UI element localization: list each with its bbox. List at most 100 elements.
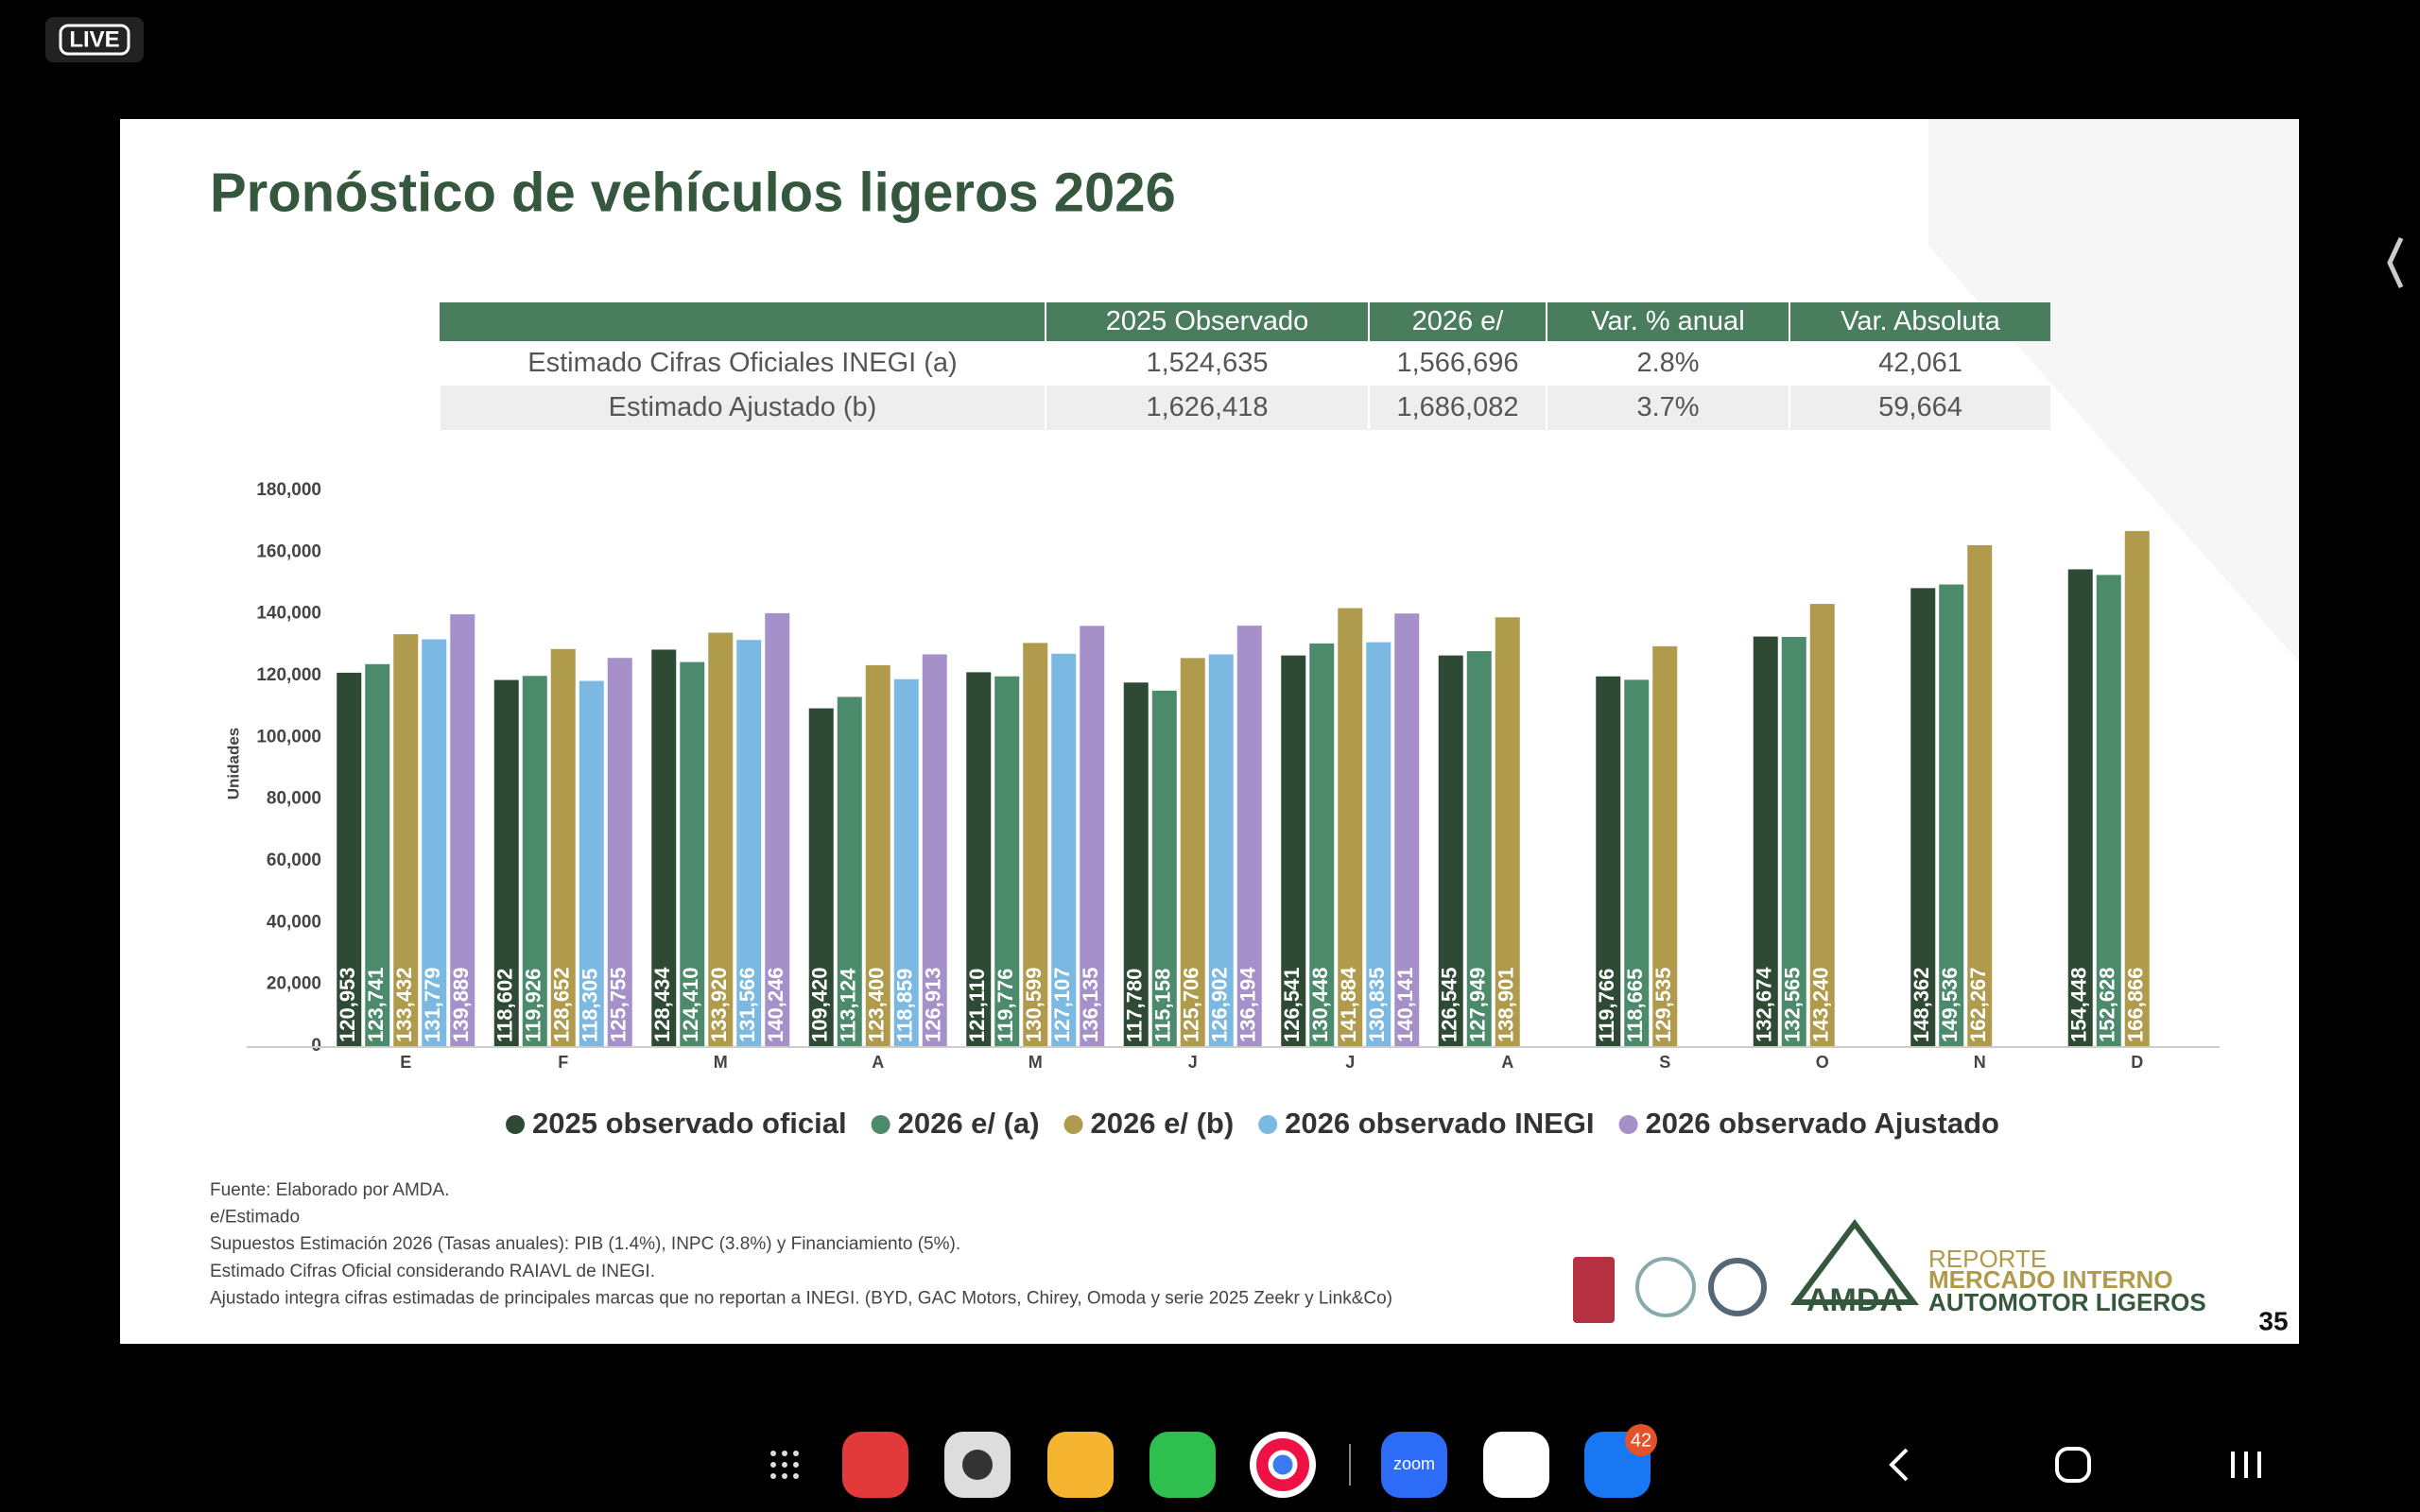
- legend-swatch: [1618, 1115, 1638, 1134]
- bar: [2067, 569, 2093, 1046]
- footnote: Estimado Cifras Oficial considerando RAI…: [210, 1262, 655, 1281]
- notification-badge: [1625, 1424, 1657, 1456]
- table-cell: 1,566,696: [1368, 341, 1547, 386]
- legend-label: 2026 observado INEGI: [1285, 1107, 1594, 1140]
- taskbar: zoom 42: [770, 1424, 2261, 1498]
- legend-swatch: [1258, 1115, 1278, 1134]
- y-tick-label: 60,000: [267, 850, 321, 870]
- x-tick-label: J: [1345, 1053, 1355, 1072]
- value-label: 117,780: [1123, 969, 1147, 1042]
- bar: [2124, 530, 2150, 1046]
- value-label: 143,240: [1809, 967, 1833, 1042]
- badge-logo: [1573, 1257, 1615, 1323]
- page-number: 35: [2258, 1306, 2288, 1335]
- value-label: 138,901: [1495, 967, 1518, 1042]
- notification-count: 42: [1631, 1430, 1651, 1451]
- nav-recents[interactable]: [2231, 1452, 2261, 1478]
- value-label: 127,949: [1466, 967, 1490, 1042]
- y-axis-label: Unidades: [224, 728, 242, 800]
- bar: [1652, 645, 1678, 1046]
- side-panel-handle[interactable]: [2387, 236, 2404, 289]
- zoom-app[interactable]: [1381, 1432, 1447, 1498]
- value-label: 119,926: [522, 969, 545, 1042]
- table-cell: Estimado Ajustado (b): [439, 386, 1046, 430]
- whatsapp-app[interactable]: [1150, 1432, 1216, 1498]
- value-label: 118,305: [579, 969, 602, 1042]
- bar: [1753, 636, 1778, 1046]
- header-cell: [440, 302, 1046, 341]
- value-label: 126,913: [922, 967, 945, 1042]
- summary-table: 2025 Observado 2026 e/Var. % anual Var. Ab…: [439, 302, 2050, 430]
- value-label: 115,158: [1151, 969, 1175, 1042]
- value-label: 126,545: [1438, 967, 1461, 1042]
- slide-title: Pronóstico de vehículos ligeros 2026: [210, 162, 1176, 223]
- bar: [2096, 575, 2121, 1046]
- bar: [922, 654, 947, 1046]
- header-cell: Var. % anual: [1546, 302, 1789, 341]
- value-label: 126,902: [1208, 967, 1232, 1042]
- logo-line: REPORTE: [1928, 1245, 2047, 1273]
- apps-grid[interactable]: [770, 1451, 799, 1479]
- value-label: 123,741: [364, 967, 388, 1042]
- value-label: 132,674: [1753, 967, 1776, 1042]
- table-cell: 1,686,082: [1368, 386, 1547, 430]
- table-row: Estimado Cifras Oficiales INEGI (a) 1,524…: [439, 341, 2050, 386]
- bar: [1151, 690, 1177, 1046]
- bar: [1394, 613, 1420, 1046]
- footnote: e/Estimado: [210, 1208, 300, 1228]
- bar: [1910, 588, 1936, 1046]
- value-label: 141,884: [1337, 967, 1360, 1042]
- bar: [893, 679, 919, 1046]
- value-label: 162,267: [1966, 967, 1990, 1042]
- header-cell: 2026 e/: [1368, 302, 1547, 341]
- legend-swatch: [506, 1115, 526, 1134]
- value-label: 140,141: [1393, 967, 1417, 1042]
- files-app[interactable]: [1047, 1432, 1114, 1498]
- bar: [994, 676, 1020, 1046]
- bar: [450, 614, 475, 1046]
- bar: [607, 658, 632, 1046]
- value-label: 131,566: [735, 967, 759, 1042]
- y-tick-label: 160,000: [256, 541, 321, 561]
- camera-lens: [962, 1450, 993, 1480]
- bar: [1309, 643, 1335, 1046]
- value-label: 127,107: [1050, 967, 1074, 1042]
- x-tick-label: O: [1816, 1053, 1829, 1072]
- value-label: 118,665: [1623, 969, 1647, 1042]
- bar: [708, 632, 734, 1046]
- value-label: 119,776: [994, 969, 1017, 1042]
- table-header: 2025 Observado 2026 e/Var. % anual Var. Ab…: [440, 302, 2050, 341]
- bar: [1495, 617, 1520, 1046]
- value-label: 132,565: [1781, 967, 1805, 1042]
- nav-home[interactable]: [2055, 1447, 2091, 1483]
- value-label: 140,246: [764, 967, 787, 1042]
- nav-back[interactable]: [1889, 1448, 1909, 1482]
- bar: [865, 664, 890, 1046]
- footnote: Supuestos Estimación 2026 (Tasas anuales…: [210, 1234, 960, 1254]
- x-tick-label: J: [1188, 1053, 1198, 1072]
- mail-app[interactable]: [1483, 1432, 1549, 1498]
- footnote: Fuente: Elaborado por AMDA.: [210, 1180, 449, 1200]
- table-cell: 1,626,418: [1045, 386, 1369, 430]
- bar: [765, 612, 790, 1046]
- bar: [393, 634, 419, 1046]
- bar: [1338, 608, 1363, 1046]
- value-label: 129,535: [1651, 967, 1675, 1042]
- value-label: 123,400: [865, 967, 889, 1042]
- table-cell: 59,664: [1789, 386, 2050, 430]
- legend-label: 2026 e/ (b): [1091, 1107, 1235, 1140]
- value-label: 130,599: [1022, 967, 1046, 1042]
- bar: [1180, 658, 1205, 1046]
- bar: [1123, 682, 1149, 1046]
- value-label: 154,448: [2067, 967, 2091, 1042]
- notes-app[interactable]: [842, 1432, 908, 1498]
- bar: [1366, 642, 1392, 1046]
- legend-label: 2026 observado Ajustado: [1646, 1107, 1999, 1140]
- value-label: 130,448: [1308, 967, 1332, 1042]
- value-label: 124,410: [679, 967, 702, 1042]
- table-cell: 2.8%: [1546, 341, 1789, 386]
- legend-label: 2025 observado oficial: [532, 1107, 847, 1140]
- amda-mountain: [1790, 1218, 1919, 1305]
- seal-logo: [1635, 1257, 1696, 1317]
